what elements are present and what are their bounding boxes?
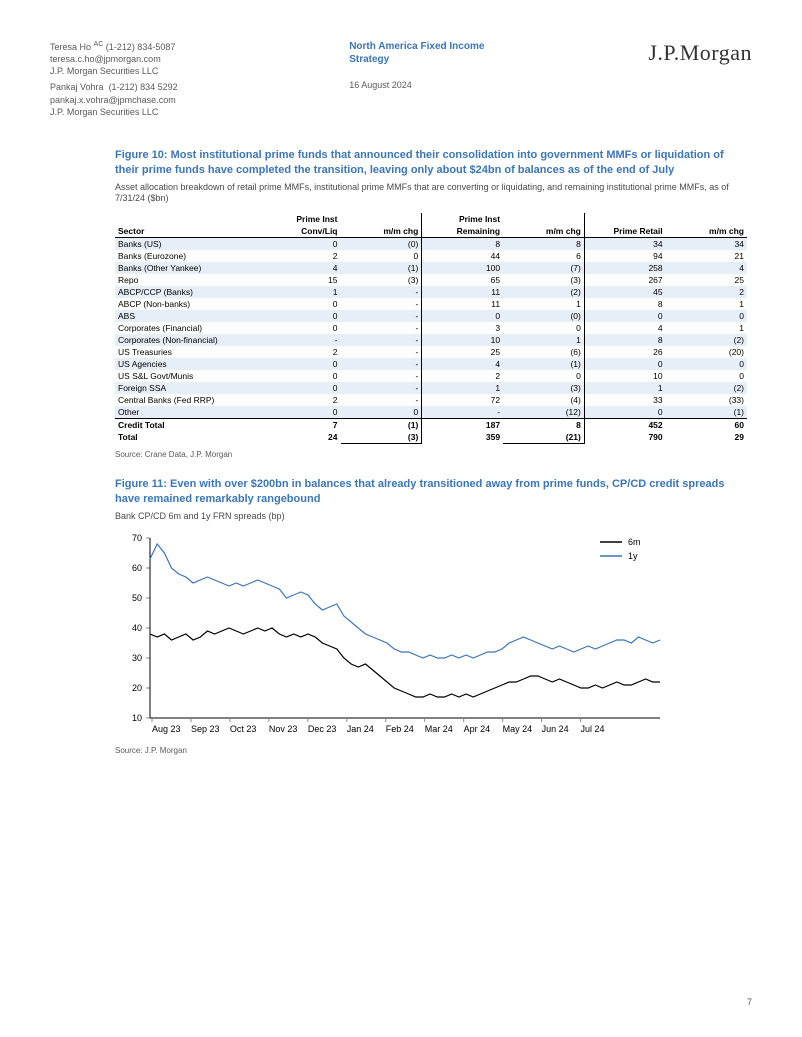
author2-name: Pankaj Vohra xyxy=(50,82,104,92)
th-prime-inst-a: Prime Inst xyxy=(259,213,340,225)
svg-text:Jun 24: Jun 24 xyxy=(542,724,569,734)
table-row: ABCP (Non-banks) 0 - 11 1 8 1 xyxy=(115,298,747,310)
th-mmchg1: m/m chg xyxy=(341,213,422,238)
table-row: Central Banks (Fed RRP) 2 - 72 (4) 33 (3… xyxy=(115,394,747,406)
table-row: Banks (US) 0 (0) 8 8 34 34 xyxy=(115,237,747,250)
svg-text:10: 10 xyxy=(132,713,142,723)
th-mmchg2: m/m chg xyxy=(503,213,584,238)
svg-text:May 24: May 24 xyxy=(503,724,533,734)
table-row: Banks (Eurozone) 2 0 44 6 94 21 xyxy=(115,250,747,262)
th-sector: Sector xyxy=(115,213,259,238)
author-block: Teresa Ho AC (1-212) 834-5087 teresa.c.h… xyxy=(50,40,250,118)
author2-firm: J.P. Morgan Securities LLC xyxy=(50,106,250,118)
th-mmchg3: m/m chg xyxy=(666,213,747,238)
table-row: Banks (Other Yankee) 4 (1) 100 (7) 258 4 xyxy=(115,262,747,274)
figure10-table: Sector Prime Inst m/m chg Prime Inst m/m… xyxy=(115,213,747,444)
table-row: US Agencies 0 - 4 (1) 0 0 xyxy=(115,358,747,370)
svg-text:30: 30 xyxy=(132,653,142,663)
author2-phone: (1-212) 834 5292 xyxy=(109,82,178,92)
svg-text:Jan 24: Jan 24 xyxy=(347,724,374,734)
svg-text:Jul 24: Jul 24 xyxy=(581,724,605,734)
table-row: Other 0 0 - (12) 0 (1) xyxy=(115,406,747,419)
report-date: 16 August 2024 xyxy=(349,80,549,90)
author1-email: teresa.c.ho@jpmorgan.com xyxy=(50,53,250,65)
svg-text:60: 60 xyxy=(132,563,142,573)
table-row: ABCP/CCP (Banks) 1 - 11 (2) 45 2 xyxy=(115,286,747,298)
figure10-subtitle: Asset allocation breakdown of retail pri… xyxy=(115,182,747,205)
th-remaining: Remaining xyxy=(422,225,503,238)
figure10-title: Figure 10: Most institutional prime fund… xyxy=(115,148,747,178)
svg-text:Dec 23: Dec 23 xyxy=(308,724,337,734)
svg-text:Sep 23: Sep 23 xyxy=(191,724,220,734)
svg-text:Oct 23: Oct 23 xyxy=(230,724,257,734)
jpmorgan-logo: J.P.Morgan xyxy=(648,40,752,118)
table-row: Repo 15 (3) 65 (3) 267 25 xyxy=(115,274,747,286)
th-convliq: Conv/Liq xyxy=(259,225,340,238)
svg-text:20: 20 xyxy=(132,683,142,693)
svg-text:50: 50 xyxy=(132,593,142,603)
svg-text:6m: 6m xyxy=(628,537,641,547)
author1-phone: (1-212) 834-5087 xyxy=(106,42,176,52)
page-number: 7 xyxy=(747,997,752,1007)
table-row: Foreign SSA 0 - 1 (3) 1 (2) xyxy=(115,382,747,394)
svg-text:Nov 23: Nov 23 xyxy=(269,724,298,734)
table-row: US S&L Govt/Munis 0 - 2 0 10 0 xyxy=(115,370,747,382)
figure11-chart: 10 20 30 40 50 60 70 Aug 23 Sep 23 Oct 23 Nov 23 De… xyxy=(115,530,675,740)
credit-total-row: Credit Total 7 (1) 187 8 452 60 xyxy=(115,418,747,431)
table-row: ABS 0 - 0 (0) 0 0 xyxy=(115,310,747,322)
svg-text:40: 40 xyxy=(132,623,142,633)
svg-text:Feb 24: Feb 24 xyxy=(386,724,414,734)
th-prime-inst-b: Prime Inst xyxy=(422,213,503,225)
strategy-title-line2: Strategy xyxy=(349,53,549,66)
svg-text:Apr 24: Apr 24 xyxy=(464,724,491,734)
author2-email: pankaj.x.vohra@jpmchase.com xyxy=(50,94,250,106)
grand-total-row: Total 24 (3) 359 (21) 790 29 xyxy=(115,431,747,444)
svg-text:70: 70 xyxy=(132,533,142,543)
author1-name: Teresa Ho xyxy=(50,42,91,52)
figure10-source: Source: Crane Data, J.P. Morgan xyxy=(115,450,747,459)
svg-text:Mar 24: Mar 24 xyxy=(425,724,453,734)
strategy-block: North America Fixed Income Strategy 16 A… xyxy=(349,40,549,118)
author1-sup: AC xyxy=(94,41,104,48)
figure11-source: Source: J.P. Morgan xyxy=(115,746,747,755)
svg-text:1y: 1y xyxy=(628,551,638,561)
strategy-title-line1: North America Fixed Income xyxy=(349,40,549,53)
figure11-subtitle: Bank CP/CD 6m and 1y FRN spreads (bp) xyxy=(115,511,747,523)
svg-text:Aug 23: Aug 23 xyxy=(152,724,181,734)
th-prime-retail: Prime Retail xyxy=(584,213,665,238)
figure11-title: Figure 11: Even with over $200bn in bala… xyxy=(115,477,747,507)
table-row: Corporates (Financial) 0 - 3 0 4 1 xyxy=(115,322,747,334)
main-content: Figure 10: Most institutional prime fund… xyxy=(0,128,802,755)
page-header: Teresa Ho AC (1-212) 834-5087 teresa.c.h… xyxy=(0,0,802,128)
table-row: US Treasuries 2 - 25 (6) 26 (20) xyxy=(115,346,747,358)
table-row: Corporates (Non-financial) - - 10 1 8 (2… xyxy=(115,334,747,346)
author1-firm: J.P. Morgan Securities LLC xyxy=(50,65,250,77)
